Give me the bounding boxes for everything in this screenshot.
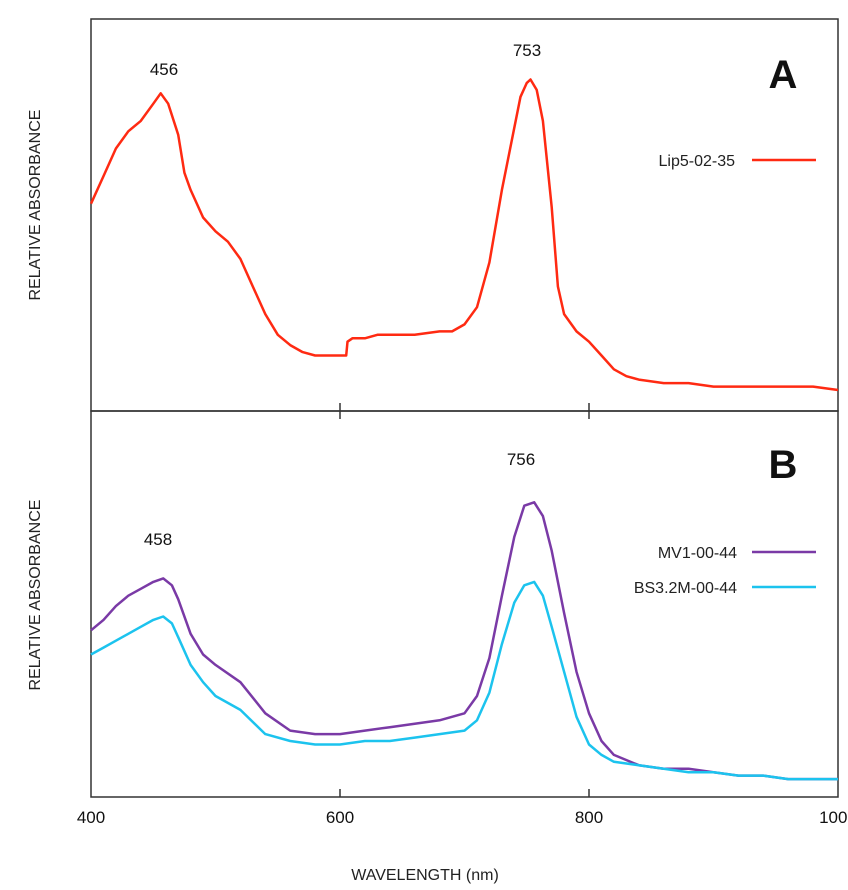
x-tick-label-800: 800 xyxy=(575,808,603,827)
series-layer xyxy=(89,78,839,781)
x-axis-label: WAVELENGTH (nm) xyxy=(351,867,499,884)
panel-a-letter: A xyxy=(769,53,798,97)
legend-mv1-label: MV1-00-44 xyxy=(658,545,737,562)
panel-b-frame xyxy=(90,410,839,798)
legend-lip5-label: Lip5-02-35 xyxy=(659,153,736,170)
series-line-bs3-2m-00-44 xyxy=(90,580,838,781)
panel-b-peak-label-458: 458 xyxy=(144,530,172,549)
panel-a-y-axis-label: RELATIVE ABSORBANCE xyxy=(27,110,44,301)
series-line-mv1-00-44 xyxy=(90,501,838,781)
ticks-layer: 400 600 800 1000 xyxy=(77,403,848,827)
panel-b-peak-label-756: 756 xyxy=(507,450,535,469)
x-tick-label-600: 600 xyxy=(326,808,354,827)
panel-b-letter: B xyxy=(769,443,798,487)
x-tick-label-1000: 1000 xyxy=(819,808,848,827)
panel-a-peak-label-753: 753 xyxy=(513,41,541,60)
x-tick-label-400: 400 xyxy=(77,808,105,827)
panel-b-y-axis-label: RELATIVE ABSORBANCE xyxy=(27,500,44,691)
legend-bs3-label: BS3.2M-00-44 xyxy=(634,580,737,597)
series-line-lip5-02-35 xyxy=(89,78,839,392)
panel-a-peak-label-456: 456 xyxy=(150,60,178,79)
